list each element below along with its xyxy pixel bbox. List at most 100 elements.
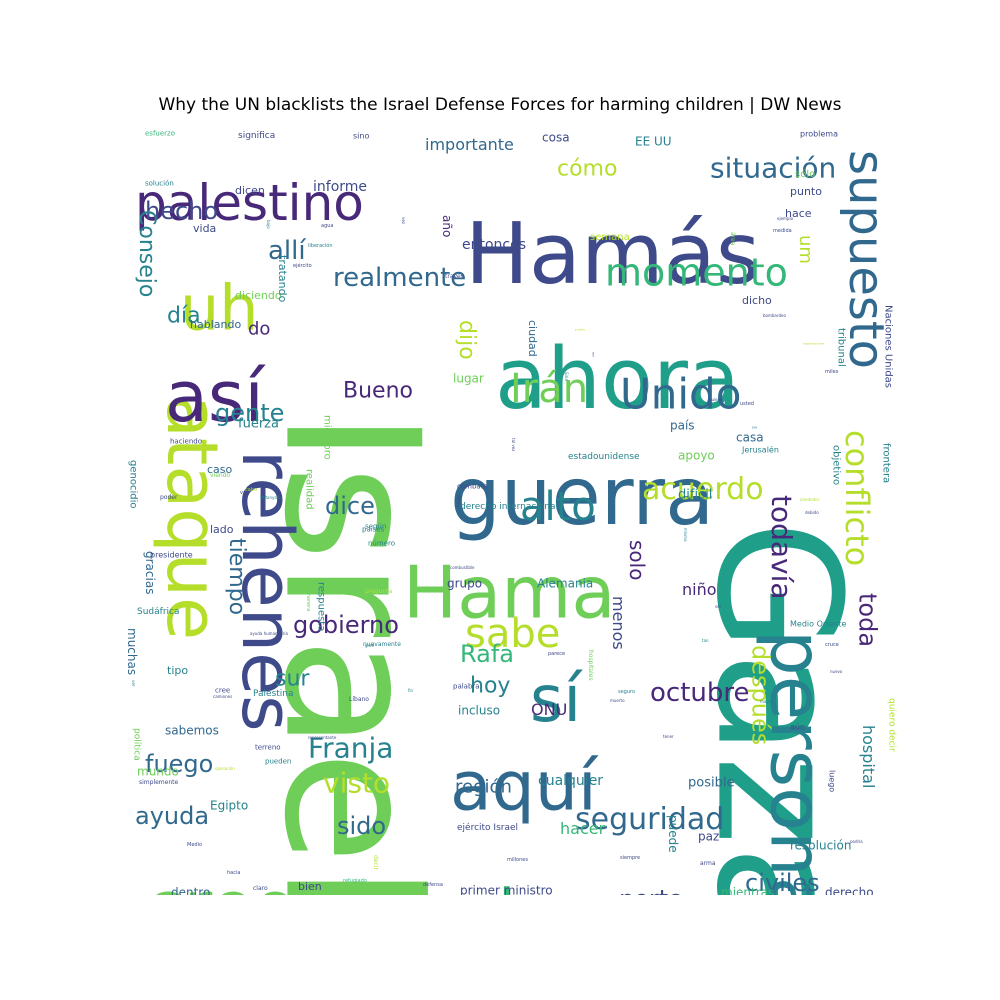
word-norte: norte	[619, 885, 683, 895]
word-millones: millones	[507, 857, 528, 863]
word-miles: miles	[825, 369, 839, 375]
word-hama: Hama	[403, 551, 616, 635]
word-segun: según	[365, 523, 386, 531]
word-seguridad: seguridad	[575, 802, 724, 837]
word-pais: país	[670, 419, 695, 433]
figure-title: Why the UN blacklists the Israel Defense…	[158, 95, 842, 115]
word-importante: importante	[425, 135, 514, 154]
word-dificil: difícil	[678, 487, 712, 502]
word-claro: claro	[253, 885, 268, 892]
word-parte: parte	[390, 873, 563, 895]
word-tipo: tipo	[167, 664, 188, 677]
word-dijo: dijo	[454, 320, 479, 360]
word-civiles: civiles	[745, 869, 820, 895]
word-frontera: frontera	[881, 443, 892, 483]
word-gracias: gracias	[143, 551, 157, 594]
word-si: sí	[530, 663, 583, 737]
word-luego: luego	[827, 770, 836, 792]
word-combustible: combustible	[450, 565, 475, 570]
word-fuerza: fuerza	[238, 416, 279, 431]
word-lado: lado	[210, 523, 234, 536]
word-aqui: aquí	[450, 747, 599, 826]
word-uh: uh	[180, 272, 259, 345]
word-bien: bien	[298, 880, 322, 893]
word-fuego: fuego	[145, 750, 213, 778]
word-derecho: derecho	[825, 886, 874, 895]
word-terreno: terreno	[255, 744, 281, 752]
word-alemania: Alemania	[537, 577, 593, 591]
word-ayuda: ayuda	[135, 802, 209, 830]
word-numero: número	[368, 540, 395, 548]
word-muerto: muerto	[610, 698, 625, 703]
word-debido: debido	[805, 510, 819, 515]
word-persona: persona	[754, 630, 838, 895]
word-hacer: hacer	[560, 819, 606, 838]
word-cloud-canvas: Israel GazaHamásahoraguerrapersonaataquer…	[125, 129, 900, 895]
word-politica: política	[131, 728, 141, 761]
word-mismo: mismo	[683, 528, 688, 542]
word-gente: gente	[215, 399, 284, 427]
word-estadounidense: estadounidense	[568, 452, 640, 462]
word-ee-uu: EE UU	[635, 135, 672, 149]
word-liberacion: liberación	[308, 242, 333, 249]
word-presidente: presidente	[150, 550, 193, 559]
word-paises: países	[362, 526, 385, 534]
word-cruce: cruce	[825, 642, 839, 648]
word-camiones: camiones	[213, 694, 232, 699]
word-respuesta: respuesta	[316, 582, 327, 631]
word-alto: alto	[520, 484, 596, 530]
word-defensa: defensa	[423, 882, 443, 888]
word-ciudad: ciudad	[526, 320, 539, 357]
word-toda: toda	[853, 593, 881, 647]
word-muchas: muchas	[125, 628, 139, 675]
word-podria: podría	[850, 839, 863, 844]
word-seguro: seguro	[618, 689, 635, 695]
word-ver: ver	[131, 680, 136, 687]
word-grupo: grupo	[447, 577, 482, 591]
word-dentro: dentro	[171, 886, 210, 895]
word-sur: sur	[275, 667, 310, 692]
word-ataque: ataque	[151, 395, 233, 640]
word-libano: Líbano	[349, 696, 369, 703]
word-vez: vez	[401, 217, 406, 224]
word-vida: vida	[193, 222, 216, 235]
word-casa: casa	[736, 431, 764, 445]
word-rehenes: rehenes	[226, 450, 308, 732]
word-punto: punto	[790, 185, 822, 198]
word-realidad: realidad	[304, 469, 315, 510]
word-alrededor: alrededor	[800, 497, 820, 502]
word-problema: problema	[800, 129, 838, 138]
word-um: um	[795, 235, 816, 264]
word-realmente: realmente	[333, 263, 466, 293]
word-esfuerzo: esfuerzo	[145, 130, 175, 138]
word-cloud: Israel Gaza Hamás ahora guerra persona ataque r…	[125, 120, 900, 895]
word-objetivo: objetivo	[831, 445, 842, 485]
word-netanyahu: Netanyahu	[260, 495, 282, 500]
word-ahora: ahora	[495, 330, 740, 429]
word-haciendo: haciendo	[170, 438, 202, 446]
word-cosa: cosa	[542, 131, 570, 145]
word-sino: sino	[353, 131, 369, 140]
word-arma: arma	[700, 860, 716, 867]
word-derecho-internacional: derecho internacional	[460, 502, 558, 512]
word-unido: Unido	[620, 370, 741, 419]
word-hamas: Hamás	[465, 205, 760, 304]
word-parece: parece	[548, 651, 565, 657]
word-ejemplo: ejemplo	[777, 216, 794, 221]
word-significa: significa	[238, 131, 275, 141]
word-dor: dor	[592, 352, 596, 358]
word-solo: solo	[625, 540, 649, 580]
word-miembro: miembro	[322, 415, 333, 460]
word-tal-vez: tal vez	[511, 438, 516, 451]
word-tribunal: tribunal	[836, 328, 847, 367]
word-visto: visto	[323, 766, 390, 799]
word-viendo: viendo	[210, 472, 231, 479]
word-cabo: cabo	[245, 487, 257, 493]
word-sido: sido	[337, 812, 386, 840]
word-agua: agua	[321, 223, 333, 229]
word-hecho: hecho	[145, 197, 218, 225]
word-informe: informe	[313, 179, 367, 195]
word-hacia: hacia	[227, 870, 240, 876]
word-pueblo: pueblo	[575, 327, 585, 331]
word-rafa: Rafa	[460, 640, 514, 668]
